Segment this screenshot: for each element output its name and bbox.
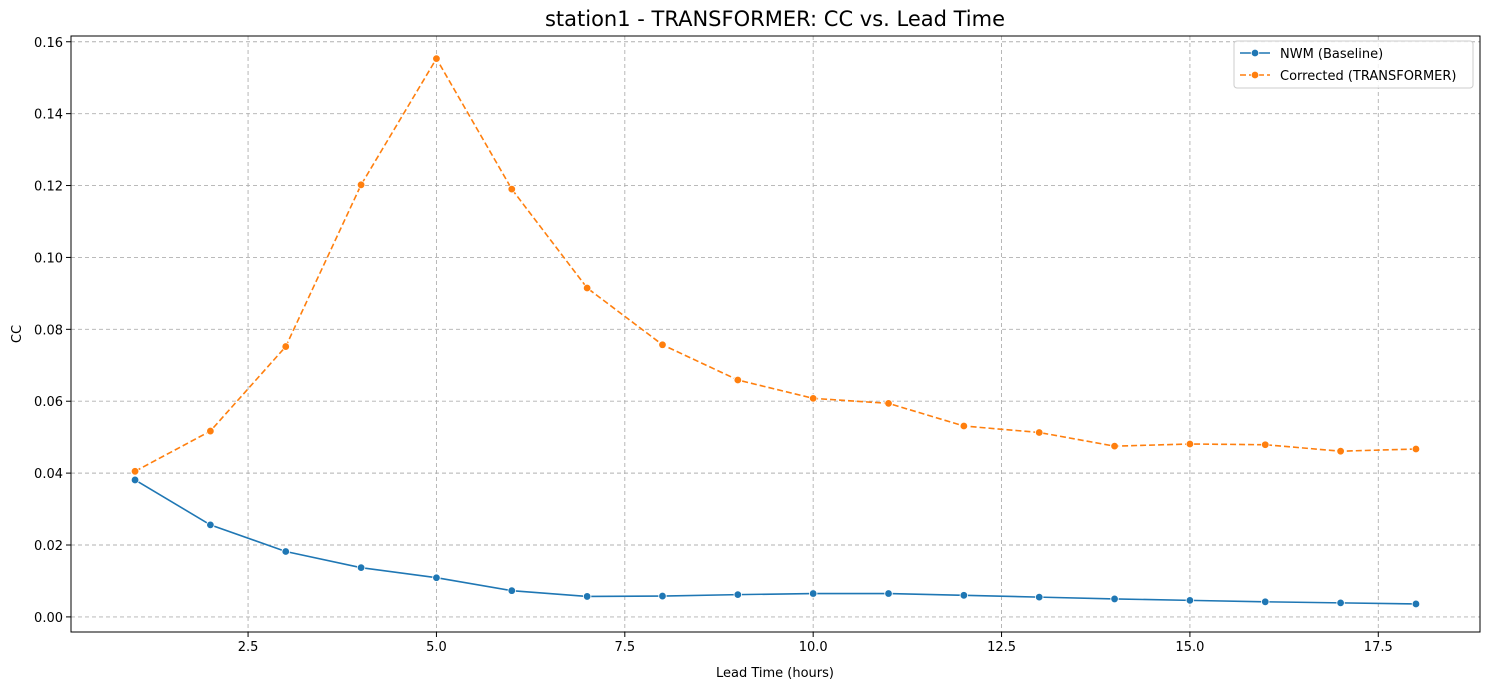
- series-0-point: [1035, 592, 1044, 602]
- series-1-point: [733, 375, 743, 385]
- y-tick-label: 0.08: [34, 323, 63, 338]
- legend-label-corrected: Corrected (TRANSFORMER): [1280, 69, 1457, 84]
- y-tick-label: 0.16: [34, 36, 63, 51]
- series-1-point: [1185, 439, 1195, 449]
- x-tick-label: 10.0: [799, 640, 828, 655]
- x-tick-label: 7.5: [614, 640, 635, 655]
- series-1-point: [658, 340, 667, 349]
- series-1-point: [1411, 444, 1421, 454]
- series-0-point: [432, 573, 441, 582]
- series-layer: [130, 54, 1421, 609]
- series-1-point: [356, 180, 366, 190]
- x-axis-ticks: 2.5 5.0 7.5 10.0 12.5 15.0 17.5: [238, 632, 1393, 655]
- series-0-point: [808, 589, 818, 598]
- series-1-point: [507, 184, 516, 194]
- legend-marker-corrected: [1250, 70, 1260, 80]
- series-0-point: [1411, 599, 1421, 609]
- y-axis-label: CC: [10, 325, 25, 343]
- series-0-point: [1261, 597, 1270, 607]
- y-tick-label: 0.10: [34, 251, 63, 266]
- series-line-1: [134, 57, 1416, 473]
- series-1-point: [281, 342, 290, 351]
- series-1-point: [884, 399, 893, 408]
- grid: [71, 36, 1480, 632]
- series-1-point: [1336, 446, 1345, 456]
- y-tick-label: 0.00: [34, 611, 63, 626]
- series-1-point: [582, 283, 592, 293]
- series-0-point: [658, 591, 667, 601]
- series-line-0: [134, 479, 1416, 605]
- x-tick-label: 2.5: [238, 640, 259, 655]
- legend: NWM (Baseline) Corrected (TRANSFORMER): [1233, 40, 1474, 89]
- chart-title: station1 - TRANSFORMER: CC vs. Lead Time: [545, 7, 1005, 31]
- x-axis-label: Lead Time (hours): [716, 666, 834, 681]
- series-0-point: [582, 592, 592, 601]
- series-1-point: [1261, 440, 1270, 449]
- series-0-point: [1185, 596, 1195, 605]
- series-0-point: [959, 591, 969, 600]
- y-tick-label: 0.04: [34, 467, 63, 482]
- series-1-point: [206, 426, 215, 436]
- series-0-point: [507, 586, 516, 595]
- plot-frame: [70, 35, 1481, 633]
- legend-frame: [1233, 40, 1474, 89]
- series-0-point: [1336, 598, 1345, 608]
- y-tick-label: 0.14: [34, 108, 63, 123]
- series-1-point: [1110, 441, 1119, 451]
- x-tick-label: 17.5: [1364, 640, 1393, 655]
- series-1-point: [130, 467, 140, 476]
- y-tick-label: 0.02: [34, 539, 63, 554]
- series-1-point: [432, 54, 441, 63]
- series-0-point: [281, 547, 290, 556]
- y-tick-label: 0.12: [34, 180, 63, 195]
- legend-label-nwm: NWM (Baseline): [1280, 47, 1383, 62]
- series-0-point: [733, 590, 743, 599]
- series-1-point: [1035, 428, 1044, 437]
- series-0-point: [206, 520, 215, 530]
- series-1-point: [808, 394, 818, 403]
- x-tick-label: 12.5: [987, 640, 1016, 655]
- x-tick-label: 5.0: [426, 640, 447, 655]
- series-1-point: [959, 421, 969, 431]
- series-0-point: [884, 589, 893, 598]
- y-axis-ticks: 0.00 0.02 0.04 0.06 0.08 0.10 0.12 0.14 0.16: [34, 36, 71, 626]
- y-tick-label: 0.06: [34, 395, 63, 410]
- series-0-point: [356, 563, 366, 572]
- series-0-point: [130, 475, 140, 485]
- legend-marker-nwm: [1250, 48, 1260, 58]
- series-0-point: [1110, 594, 1119, 604]
- x-tick-label: 15.0: [1175, 640, 1204, 655]
